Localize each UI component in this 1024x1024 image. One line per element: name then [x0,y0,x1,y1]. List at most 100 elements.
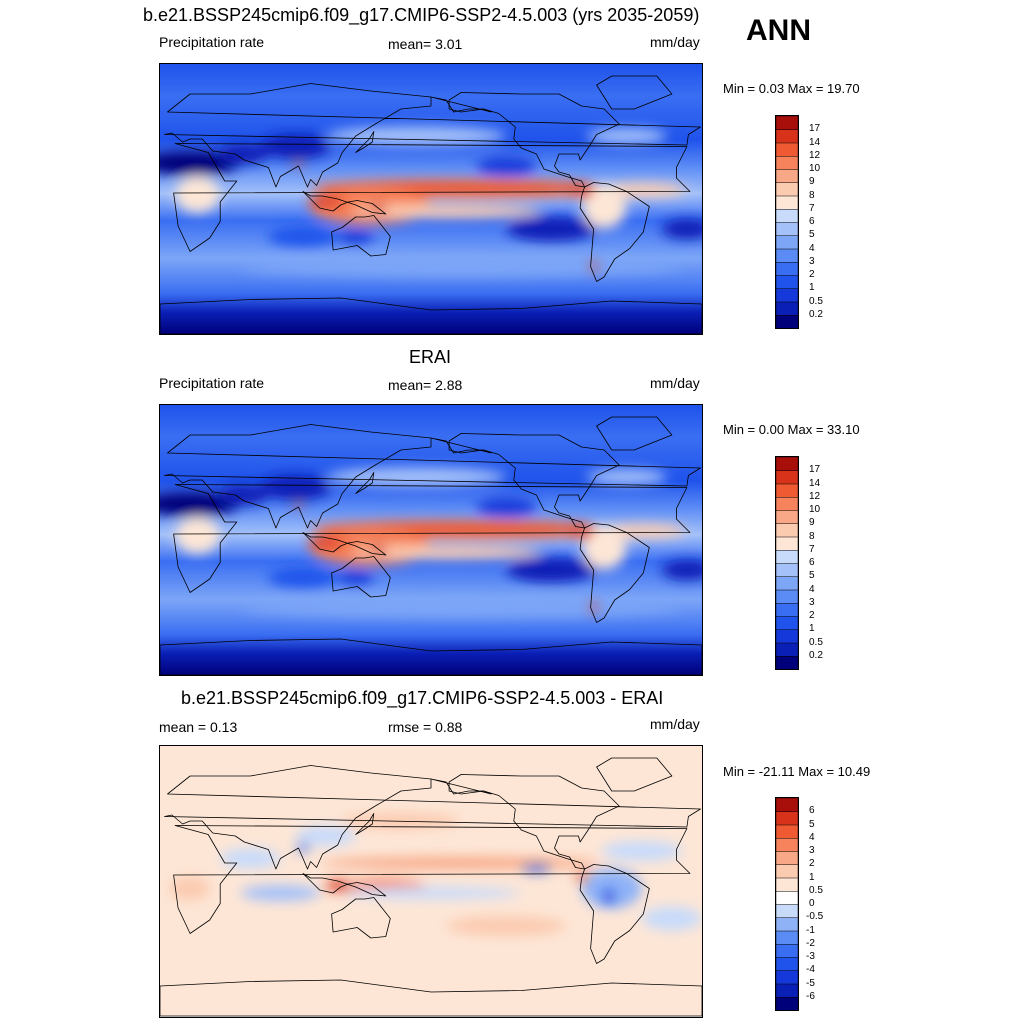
field-anomaly [325,467,506,487]
colorbar-tick-label: 12 [809,149,821,161]
colorbar-tick-label: 3 [809,596,815,608]
field-anomaly [325,126,506,146]
colorbar-swatch [776,195,798,210]
colorbar-tick-label: 0.2 [809,649,823,661]
colorbar-tick-label: 0.2 [809,308,823,320]
colorbar-swatch [776,943,798,958]
colorbar-swatch [776,549,798,564]
colorbar [775,115,799,329]
field-extreme [603,890,614,902]
field-anomaly [351,545,542,559]
field-maximum [590,260,597,273]
colorbar-tick-label: 7 [809,543,815,555]
coastline [164,83,701,188]
colorbar-tick-label: -6 [806,990,815,1002]
field-extreme [576,872,587,881]
coastline [430,437,492,454]
units-label: mm/day [650,375,700,391]
field-anomaly [582,525,627,570]
colorbar-swatch [776,811,798,826]
coastline [173,143,691,252]
colorbar-tick-label: -4 [806,964,815,976]
map-canvas [160,746,702,1017]
mean-label: mean= 2.88 [388,377,463,393]
coastline [331,897,391,939]
colorbar-tick-label: 1 [809,871,815,883]
field-anomaly [446,916,567,936]
coastline [302,191,387,215]
field-anomaly [175,176,220,213]
coastlines [160,757,702,1017]
colorbar-swatch [776,314,798,328]
field-anomaly [217,144,268,164]
colorbar-swatch [776,615,798,630]
colorbar-swatch [776,996,798,1010]
coastline [579,523,650,623]
colorbar-tick-label: -2 [806,937,815,949]
colorbar-tick-label: 9 [809,176,815,188]
coastline [579,182,650,282]
colorbar-swatch [776,523,798,538]
field-anomaly [476,157,537,175]
coastline [448,433,620,529]
colorbar-tick-label: -0.5 [806,911,824,923]
field-maximum [292,501,305,507]
field-anomaly [586,469,667,485]
colorbar-tick-label: 14 [809,477,821,489]
colorbar-swatch [776,496,798,511]
coastline [331,556,391,598]
colorbar-swatch [776,642,798,657]
season-label: ANN [746,14,811,47]
coastlines [160,416,702,675]
coastline [160,979,702,1017]
coastline [596,416,673,451]
field-anomaly [506,558,597,582]
field-anomaly [582,184,627,229]
field-anomaly [661,219,702,239]
colorbar-tick-label: 5 [809,818,815,830]
colorbar-tick-label: 5 [809,570,815,582]
coastline [596,757,673,792]
coastline [302,873,387,897]
minmax-label: Min = 0.03 Max = 19.70 [723,81,860,96]
units-label: mm/day [650,34,700,50]
colorbar-swatch [776,589,798,604]
field-anomaly [220,848,281,869]
colorbar-tick-label: 6 [809,557,815,568]
colorbar-swatch [776,864,798,879]
colorbar-swatch [776,890,798,905]
colorbar-swatch [776,629,798,644]
colorbar-swatch [776,235,798,250]
variable-label: Precipitation rate [159,375,265,391]
field-anomaly [241,597,682,618]
colorbar-swatch [776,798,798,812]
colorbar-tick-label: 0 [809,898,815,909]
field-anomaly [268,226,339,247]
colorbar-tick-label: 7 [809,202,815,214]
field-anomaly [601,841,682,861]
minmax-label: Min = -21.11 Max = 10.49 [723,764,871,779]
map-canvas [160,405,702,675]
colorbar-tick-label: 0.5 [809,884,823,896]
field-extreme [522,866,551,872]
colorbar-swatch [776,301,798,316]
colorbar-tick-label: 2 [809,610,815,621]
colorbar-tick-label: -3 [806,951,815,962]
coastline [331,215,391,257]
colorbar-swatch [776,274,798,289]
colorbar-swatch [776,155,798,170]
colorbar-tick-label: 6 [809,805,815,817]
coastline [355,813,375,835]
colorbar-swatch [776,877,798,892]
colorbar-swatch [776,850,798,865]
colorbar-swatch [776,248,798,263]
colorbar-tick-label: 5 [809,229,815,241]
coastline [430,778,492,795]
field-maximum [292,160,305,166]
colorbar-tick-label: 2 [809,269,815,280]
field-anomaly [476,498,537,516]
coastline [160,638,702,675]
field-anomaly [170,876,211,901]
colorbar-tick-label: 10 [809,504,821,515]
colorbar-tick-label: -5 [806,977,815,989]
